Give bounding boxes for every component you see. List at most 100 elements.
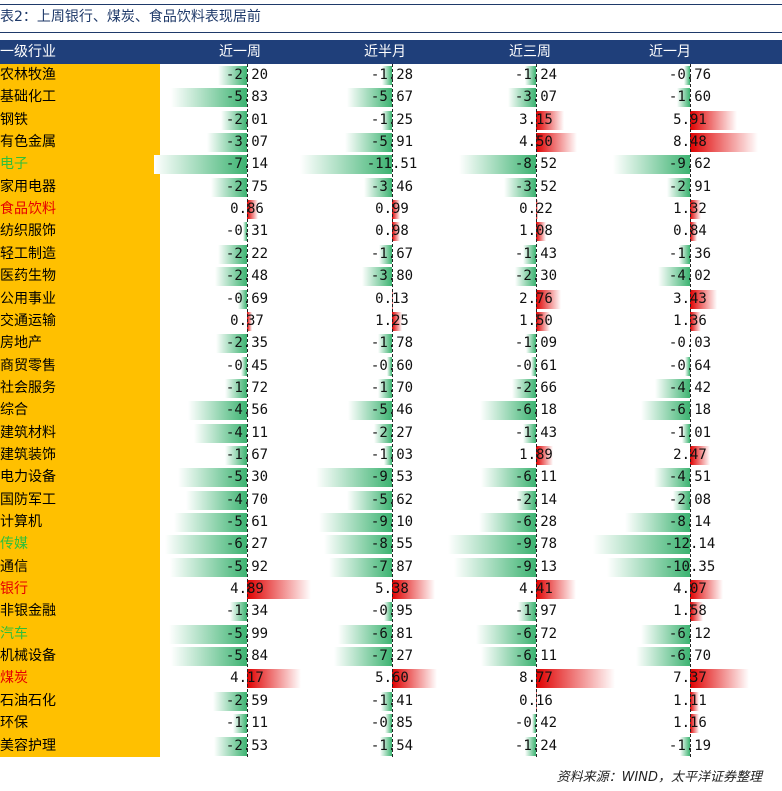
value-bar bbox=[378, 244, 392, 264]
table-row: 美容护理 -2.53 -1.54 -1.24 -1.19 bbox=[0, 735, 782, 757]
value-bar bbox=[323, 535, 392, 555]
value-bar bbox=[178, 468, 247, 488]
table-row: 钢铁 -2.01 -1.25 3.15 5.91 bbox=[0, 109, 782, 131]
value-bar bbox=[385, 714, 392, 734]
value-bar bbox=[475, 624, 536, 644]
value-bar bbox=[242, 222, 247, 242]
header-month: 近一月 bbox=[649, 44, 691, 60]
value-bar bbox=[690, 110, 738, 130]
value-bar bbox=[624, 513, 690, 532]
header-industry: 一级行业 bbox=[0, 44, 56, 60]
value-bar bbox=[211, 177, 247, 197]
table-row: 银行 4.89 5.38 4.41 4.07 bbox=[0, 578, 782, 600]
value-bar bbox=[690, 445, 710, 465]
value-bar bbox=[378, 378, 392, 398]
table-row: 电力设备 -5.30 -9.53 -6.11 -4.51 bbox=[0, 466, 782, 488]
industry-name: 煤炭 bbox=[0, 670, 28, 687]
value-bar bbox=[229, 602, 247, 622]
industry-name: 公用事业 bbox=[0, 290, 56, 307]
table-row: 计算机 -5.61 -9.10 -6.28 -8.14 bbox=[0, 511, 782, 533]
table-header: 一级行业 近一周 近半月 近三周 近一月 bbox=[0, 40, 782, 64]
value-bar bbox=[216, 334, 247, 354]
table-row: 建筑装饰 -1.67 -1.03 1.89 2.47 bbox=[0, 444, 782, 466]
value-bar bbox=[592, 535, 690, 555]
value-bar bbox=[379, 736, 392, 756]
industry-name: 建筑材料 bbox=[0, 424, 56, 441]
zero-axis-line bbox=[690, 64, 691, 757]
industry-name: 基础化工 bbox=[0, 89, 56, 106]
value-bar bbox=[654, 378, 690, 398]
value-bar bbox=[225, 445, 247, 465]
value-bar bbox=[154, 155, 247, 175]
value-bar bbox=[536, 580, 576, 600]
value-bar bbox=[171, 647, 247, 667]
value-bar bbox=[536, 669, 615, 689]
industry-name: 电子 bbox=[0, 156, 28, 173]
industry-name: 银行 bbox=[0, 581, 28, 598]
table-row: 通信 -5.92 -7.87 -9.13 -10.35 bbox=[0, 556, 782, 578]
industry-name: 家用电器 bbox=[0, 178, 56, 195]
value-bar bbox=[536, 133, 577, 153]
value-bar bbox=[690, 580, 723, 600]
table-row: 汽车 -5.99 -6.81 -6.72 -6.12 bbox=[0, 623, 782, 645]
table-row: 纺织服饰 -0.31 0.98 1.08 0.84 bbox=[0, 220, 782, 242]
industry-name: 机械设备 bbox=[0, 648, 56, 665]
value-bar bbox=[247, 311, 252, 331]
value-bar bbox=[213, 691, 247, 711]
value-bar bbox=[384, 602, 392, 622]
value-bar bbox=[532, 714, 536, 734]
table-row: 轻工制造 -2.22 -1.67 -1.43 -1.36 bbox=[0, 243, 782, 265]
value-bar bbox=[536, 110, 565, 130]
value-bar bbox=[481, 647, 536, 667]
value-bar bbox=[666, 177, 690, 197]
value-bar bbox=[613, 155, 690, 175]
value-bar bbox=[247, 669, 302, 689]
industry-name: 美容护理 bbox=[0, 737, 56, 754]
value-bar bbox=[238, 289, 247, 309]
value-bar bbox=[364, 177, 392, 197]
table-row: 农林牧渔 -2.20 -1.28 -1.24 -0.76 bbox=[0, 64, 782, 86]
table-row: 家用电器 -2.75 -3.46 -3.52 -2.91 bbox=[0, 176, 782, 198]
table-row: 煤炭 4.17 5.60 8.77 7.37 bbox=[0, 667, 782, 689]
value-bar bbox=[315, 468, 392, 488]
value-bar bbox=[319, 513, 392, 532]
value-bar bbox=[523, 423, 536, 443]
table-row: 石油石化 -2.59 -1.41 0.16 1.11 bbox=[0, 690, 782, 712]
value-bar bbox=[220, 110, 247, 130]
value-bar bbox=[214, 736, 247, 756]
industry-name: 计算机 bbox=[0, 514, 42, 530]
table-row: 食品饮料 0.86 0.99 0.22 1.32 bbox=[0, 198, 782, 220]
table-row: 公用事业 -0.69 0.13 2.76 3.43 bbox=[0, 288, 782, 310]
industry-name: 医药生物 bbox=[0, 268, 56, 285]
value-bar bbox=[348, 401, 392, 421]
value-bar bbox=[165, 535, 247, 555]
value-label: -10.35 bbox=[664, 558, 716, 575]
zero-axis-line bbox=[247, 64, 248, 757]
value-bar bbox=[657, 267, 690, 287]
value-bar bbox=[169, 624, 247, 644]
value-bar bbox=[232, 714, 247, 734]
value-bar bbox=[516, 490, 536, 510]
value-bar bbox=[679, 244, 690, 264]
value-bar bbox=[382, 110, 392, 130]
value-bar bbox=[515, 267, 536, 287]
value-bar bbox=[333, 647, 392, 667]
value-bar bbox=[207, 133, 247, 153]
value-bar bbox=[673, 490, 690, 510]
industry-name: 综合 bbox=[0, 402, 28, 419]
value-bar bbox=[218, 66, 247, 85]
industry-name: 房地产 bbox=[0, 335, 42, 352]
table-row: 社会服务 -1.72 -1.70 -2.66 -4.42 bbox=[0, 377, 782, 399]
value-bar bbox=[536, 445, 553, 465]
value-bar bbox=[214, 267, 247, 287]
table-row: 传媒 -6.27 -8.55 -9.78 -12.14 bbox=[0, 533, 782, 555]
value-bar bbox=[459, 155, 536, 175]
value-bar bbox=[329, 557, 392, 577]
value-bar bbox=[392, 200, 400, 220]
value-bar bbox=[536, 222, 546, 242]
industry-name: 有色金属 bbox=[0, 134, 56, 151]
industry-name: 传媒 bbox=[0, 536, 28, 553]
value-bar bbox=[447, 535, 536, 555]
industry-name: 食品饮料 bbox=[0, 201, 56, 218]
value-bar bbox=[383, 445, 392, 465]
